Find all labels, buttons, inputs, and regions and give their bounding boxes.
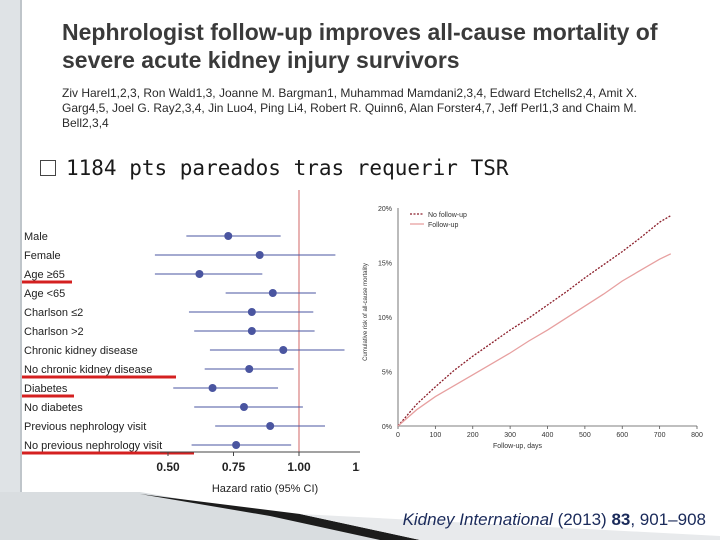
forest-row-label: Male bbox=[24, 231, 48, 243]
km-y-tick-label: 10% bbox=[378, 315, 392, 322]
forest-row-label: Charlson ≤2 bbox=[24, 307, 83, 319]
km-x-tick-label: 500 bbox=[579, 432, 591, 439]
forest-row-label: Age <65 bbox=[24, 288, 65, 300]
forest-x-axis-label: Hazard ratio (95% CI) bbox=[212, 483, 318, 495]
forest-point bbox=[247, 308, 256, 316]
km-x-tick-label: 700 bbox=[654, 432, 666, 439]
cumulative-risk-chart: 0% 5% 10% 15% 20% 0 100 200 300 400 500 600 700 800 Fo… bbox=[363, 206, 703, 450]
km-series-line bbox=[397, 253, 672, 427]
forest-row-label: Age ≥65 bbox=[24, 269, 65, 281]
km-y-tick-label: 20% bbox=[378, 206, 392, 213]
bullet-square-icon bbox=[40, 160, 56, 176]
forest-x-tick-label: 1.00 bbox=[287, 460, 311, 474]
forest-point bbox=[279, 346, 288, 354]
forest-point bbox=[195, 270, 204, 278]
slide-bottom-decoration bbox=[0, 492, 720, 540]
km-x-tick-label: 600 bbox=[616, 432, 628, 439]
forest-row-label: No chronic kidney disease bbox=[24, 364, 152, 376]
forest-row-label: Female bbox=[24, 250, 61, 262]
bullet-text: 1184 pts pareados tras requerir TSR bbox=[66, 156, 509, 180]
km-x-tick-label: 200 bbox=[467, 432, 479, 439]
citation-pages: , 901–908 bbox=[630, 510, 706, 529]
slide-left-edge bbox=[0, 0, 20, 540]
km-x-axis-label: Follow-up, days bbox=[493, 443, 543, 450]
km-x-tick-label: 400 bbox=[542, 432, 554, 439]
forest-point bbox=[255, 251, 264, 259]
forest-row-label: Chronic kidney disease bbox=[24, 345, 138, 357]
slide-left-edge-line bbox=[20, 0, 22, 540]
forest-row-label: Previous nephrology visit bbox=[24, 421, 146, 433]
forest-row-label: No diabetes bbox=[24, 402, 83, 414]
km-legend-label: No follow-up bbox=[428, 212, 467, 219]
forest-plot: Male Female Age ≥65 Age <65 Charlson ≤2 Charl… bbox=[22, 190, 360, 495]
forest-point bbox=[266, 422, 275, 430]
bullet-point: 1184 pts pareados tras requerir TSR bbox=[40, 156, 509, 180]
km-x-tick-label: 300 bbox=[504, 432, 516, 439]
km-legend-label: Follow-up bbox=[428, 222, 458, 229]
citation: Kidney International (2013) 83, 901–908 bbox=[403, 510, 706, 530]
km-y-axis-label: Cumulative risk of all-cause mortality bbox=[363, 263, 369, 361]
km-y-tick-label: 5% bbox=[382, 370, 392, 377]
forest-row-label: Charlson >2 bbox=[24, 326, 84, 338]
forest-point bbox=[224, 232, 233, 240]
citation-journal: Kidney International bbox=[402, 510, 553, 529]
km-series-line bbox=[397, 215, 672, 427]
forest-point bbox=[245, 365, 254, 373]
forest-point bbox=[232, 441, 241, 449]
citation-volume: 83 bbox=[611, 510, 631, 529]
forest-point bbox=[268, 289, 277, 297]
forest-point bbox=[208, 384, 217, 392]
author-list: Ziv Harel1,2,3, Ron Wald1,3, Joanne M. B… bbox=[62, 86, 638, 130]
forest-x-tick-label: 1.50 bbox=[352, 460, 360, 474]
forest-x-tick-label: 0.75 bbox=[222, 460, 246, 474]
km-y-tick-label: 0% bbox=[382, 424, 392, 431]
km-x-tick-label: 100 bbox=[430, 432, 442, 439]
km-x-tick-label: 0 bbox=[396, 432, 400, 439]
forest-x-tick-label: 0.50 bbox=[156, 460, 180, 474]
slide-title: Nephrologist follow-up improves all-caus… bbox=[62, 19, 658, 73]
forest-point bbox=[247, 327, 256, 335]
forest-row-label: Diabetes bbox=[24, 383, 68, 395]
citation-year: (2013) bbox=[552, 510, 612, 529]
km-x-tick-label: 800 bbox=[691, 432, 703, 439]
forest-row-label: No previous nephrology visit bbox=[24, 440, 162, 452]
forest-point bbox=[239, 403, 248, 411]
km-y-tick-label: 15% bbox=[378, 261, 392, 268]
